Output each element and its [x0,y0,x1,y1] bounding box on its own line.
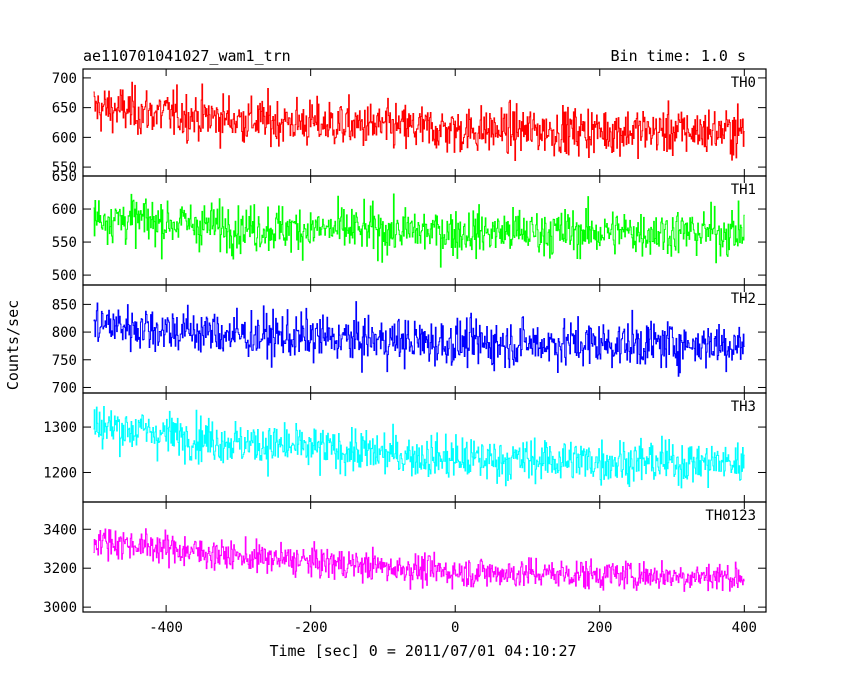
y-tick-label-th2: 700 [52,380,77,396]
panel-frame-th0123 [82,501,767,613]
y-tick-label-th3: 1300 [43,420,77,436]
series-th3 [93,406,745,489]
panels-group: 550 600 650 700 TH0 500 550 600 650 TH1 700 750 800 8… [43,68,767,636]
series-th0 [93,81,745,162]
panel-label-th0: TH0 [731,75,756,91]
y-tick-label-th0: 700 [52,71,77,87]
x-tick-label: 0 [451,620,459,636]
x-tick-label: -200 [294,620,328,636]
x-axis-label: Time [sec] 0 = 2011/07/01 04:10:27 [269,642,576,660]
y-tick-label-th1: 650 [52,169,77,185]
y-tick-label-th2: 800 [52,325,77,341]
y-tick-label-th1: 550 [52,235,77,251]
y-axis-label: Counts/sec [4,300,22,390]
chart-title-right: Bin time: 1.0 s [611,47,746,65]
panel-label-th2: TH2 [731,291,756,307]
y-tick-label-th1: 600 [52,202,77,218]
y-tick-label-th2: 850 [52,297,77,313]
panel-label-th3: TH3 [731,399,756,415]
y-tick-label-th0123: 3200 [43,561,77,577]
y-tick-label-th1: 500 [52,268,77,284]
series-th1 [93,193,745,268]
y-tick-label-th2: 750 [52,353,77,369]
chart-title-left: ae110701041027_wam1_trn [83,47,291,65]
series-th0123 [93,528,745,592]
y-tick-label-th0: 550 [52,160,77,176]
series-th2 [93,301,745,377]
y-tick-label-th3: 1200 [43,465,77,481]
x-tick-label: 200 [587,620,612,636]
y-tick-label-th0123: 3000 [43,600,77,616]
y-tick-label-th0: 650 [52,101,77,117]
x-tick-label: -400 [149,620,183,636]
x-tick-label: 400 [732,620,757,636]
panel-label-th0123: TH0123 [705,508,756,524]
panel-label-th1: TH1 [731,182,756,198]
y-tick-label-th0: 600 [52,130,77,146]
y-tick-label-th0123: 3400 [43,522,77,538]
